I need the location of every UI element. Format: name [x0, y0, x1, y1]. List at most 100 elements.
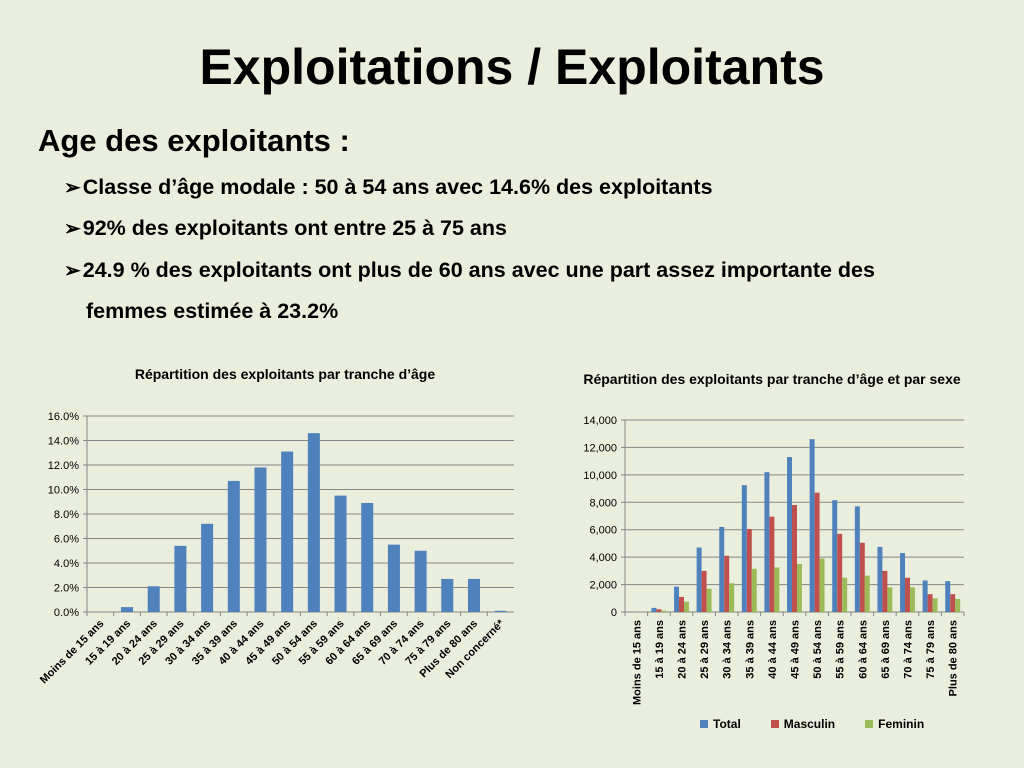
legend-item-feminin: Feminin — [865, 717, 924, 731]
bar — [174, 545, 187, 612]
bullet-2-text: 92% des exploitants ont entre 25 à 75 an… — [82, 216, 507, 240]
bar-masculin — [769, 516, 775, 612]
bar — [121, 607, 134, 612]
y-tick-label: 14.0% — [48, 436, 79, 448]
arrow-bullet-icon: ➢ — [64, 260, 81, 282]
y-tick-label: 12.0% — [48, 460, 79, 472]
legend-item-total: Total — [700, 717, 741, 731]
bar-total — [719, 526, 725, 612]
bar-feminin — [887, 587, 893, 612]
bullet-3-continuation: femmes estimée à 23.2% — [86, 299, 339, 323]
bar-total — [854, 506, 860, 612]
y-tick-label: 0.0% — [54, 607, 79, 619]
bullet-1: ➢Classe d’âge modale : 50 à 54 ans avec … — [64, 175, 713, 200]
bar-masculin — [837, 533, 843, 612]
legend-label-total: Total — [713, 717, 741, 731]
bar-masculin — [724, 555, 730, 612]
bar — [361, 502, 374, 612]
y-tick-label: 4.0% — [54, 558, 79, 570]
bar — [387, 544, 400, 612]
bar — [494, 610, 507, 612]
bar-feminin — [796, 564, 802, 612]
bar-feminin — [864, 575, 870, 612]
bar-masculin — [679, 596, 684, 612]
bar-feminin — [842, 577, 848, 612]
bar-total — [900, 553, 906, 612]
bar-total — [696, 547, 702, 612]
bar-feminin — [751, 568, 757, 612]
legend-swatch-total — [700, 720, 708, 728]
bar-feminin — [661, 610, 667, 612]
bar-masculin — [746, 529, 752, 612]
y-tick-label: 16.0% — [48, 411, 79, 423]
bar-masculin — [656, 609, 662, 612]
y-tick-label: 8.0% — [54, 509, 79, 521]
x-tick-label: Moins de 15 ans — [631, 620, 643, 705]
bar-feminin — [729, 583, 735, 612]
bullet-3: ➢24.9 % des exploitants ont plus de 60 a… — [64, 258, 875, 283]
x-tick-label: 75 à 79 ans — [925, 620, 937, 679]
bullet-3-text: 24.9 % des exploitants ont plus de 60 an… — [82, 258, 875, 282]
bar — [441, 578, 454, 612]
legend-item-masculin: Masculin — [770, 717, 836, 731]
bar-feminin — [774, 567, 780, 612]
y-tick-label: 10.0% — [48, 485, 79, 497]
arrow-bullet-icon: ➢ — [64, 177, 81, 199]
x-tick-label: 15 à 19 ans — [654, 620, 666, 679]
bar — [147, 586, 160, 612]
bar-total — [809, 439, 815, 612]
bar-total — [945, 581, 951, 612]
bar-feminin — [819, 558, 825, 612]
bar — [414, 550, 427, 612]
bullet-1-text: Classe d’âge modale : 50 à 54 ans avec 1… — [82, 175, 713, 199]
bar-total — [764, 472, 770, 612]
legend-label-masculin: Masculin — [783, 717, 836, 731]
bar-feminin — [955, 598, 961, 612]
legend-swatch-masculin — [770, 720, 779, 728]
legend-label-feminin: Feminin — [878, 717, 925, 731]
bar — [201, 523, 214, 612]
bar-masculin — [701, 570, 707, 612]
bar-masculin — [950, 594, 956, 612]
bar-total — [651, 607, 657, 612]
bar-masculin — [927, 594, 933, 612]
chart1-title: Répartition des exploitants par tranche … — [134, 366, 436, 382]
bar-feminin — [683, 601, 689, 612]
x-tick-label: 20 à 24 ans — [677, 620, 689, 679]
slide-title: Exploitations / Exploitants — [199, 39, 825, 95]
y-tick-label: 8,000 — [589, 497, 617, 509]
x-tick-label: 50 à 54 ans — [812, 620, 824, 679]
legend-swatch-feminin — [865, 720, 874, 728]
y-tick-label: 10,000 — [583, 470, 617, 482]
y-tick-label: 14,000 — [583, 415, 617, 427]
x-tick-label: 60 à 64 ans — [857, 620, 869, 679]
bar — [334, 495, 347, 612]
bar — [467, 578, 480, 612]
x-tick-label: 40 à 44 ans — [767, 620, 779, 679]
chart2-title: Répartition des exploitants par tranche … — [583, 371, 961, 387]
bullet-2: ➢92% des exploitants ont entre 25 à 75 a… — [64, 216, 507, 241]
y-tick-label: 12,000 — [583, 442, 617, 454]
bar-total — [741, 485, 747, 612]
bar-masculin — [905, 577, 910, 612]
chart2-legend: Total Masculin Feminin — [700, 717, 954, 731]
bar-total — [922, 580, 928, 612]
bar — [227, 480, 240, 612]
y-tick-label: 4,000 — [589, 552, 617, 564]
y-tick-label: 6,000 — [589, 525, 617, 537]
x-tick-label: 70 à 74 ans — [903, 620, 915, 679]
x-tick-label: 65 à 69 ans — [880, 620, 892, 679]
x-tick-label: Plus de 80 ans — [948, 620, 960, 696]
bar-feminin — [909, 587, 915, 612]
y-tick-label: 2.0% — [54, 583, 79, 595]
bar-feminin — [706, 588, 712, 612]
x-tick-label: 55 à 59 ans — [835, 620, 847, 679]
y-tick-label: 2,000 — [589, 580, 617, 592]
bar-total — [877, 546, 883, 612]
bar-masculin — [859, 542, 865, 612]
bar-total — [832, 500, 838, 612]
bar-masculin — [792, 505, 797, 612]
bar-masculin — [882, 570, 888, 612]
bar — [307, 433, 320, 612]
